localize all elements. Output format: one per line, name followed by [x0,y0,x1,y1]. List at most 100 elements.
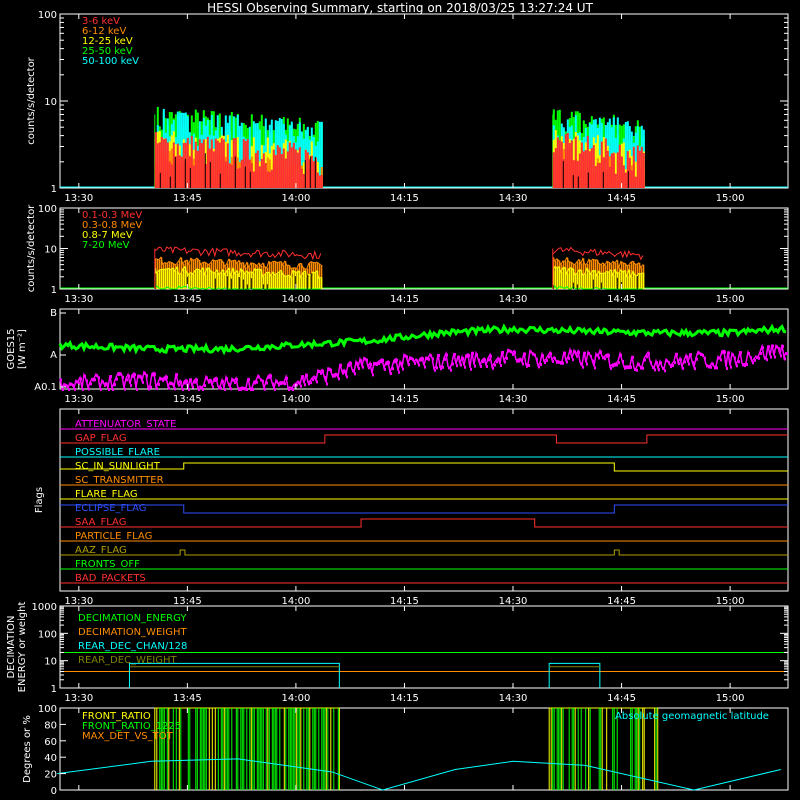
hi-rate-bar [566,257,569,289]
goes-short-pixel [234,380,236,384]
goes-short-pixel [614,363,616,367]
rate-bar-36keV [642,152,645,188]
rate-bar-36keV [218,142,221,188]
hi-rate-bar [170,269,173,289]
goes-short-pixel [618,361,620,365]
hi-rate-bar [588,270,591,289]
hi-rate-bar [554,266,557,289]
hi-rate-bar [176,267,179,289]
legend-entry-hi: 0.8-7 MeV [82,230,133,241]
goes-short-pixel [220,386,222,390]
rate-gap [234,156,236,188]
rate-bar-36keV [180,156,183,188]
legend-entry-lo: 50-100 keV [82,56,139,67]
hi-rate-bar [586,268,589,289]
goes-short-pixel [320,371,322,375]
hi-rate-bar [582,258,585,289]
flag-label: ATTENUATOR_STATE [75,419,176,430]
goes-short-pixel [708,365,710,369]
goes-short-pixel [378,361,380,365]
goes-short-pixel [730,365,732,369]
x-tick-label: 13:45 [173,294,202,305]
goes-short-pixel [726,367,728,371]
goes-short-pixel [244,387,246,391]
rate-bar-50100keV [180,112,183,188]
hi-rate-bar [620,269,623,289]
hi-rate-bar [178,274,181,289]
goes-short-pixel [292,388,294,391]
flag-label: SAA_FLAG [75,517,126,528]
goes-short-pixel [384,367,386,371]
goes-short-pixel [254,381,256,385]
goes-short-pixel [88,387,90,391]
goes-short-pixel [198,388,200,391]
goes-short-pixel [112,388,114,391]
hi-rate-bar [602,273,605,289]
rate-bar-36keV [598,162,601,188]
x-tick-label: 13:30 [64,693,93,704]
goes-short-pixel [256,380,258,384]
hi-rate-line [552,256,644,270]
rate-bar-36keV [580,142,583,188]
rate-bar-50100keV [320,121,323,188]
goes-short-pixel [146,374,148,378]
goes-short-pixel [694,367,696,371]
hi-rate-gap [226,276,228,289]
goes-short-pixel [494,363,496,367]
goes-short-pixel [178,383,180,387]
rate-gap [249,171,251,188]
goes-short-pixel [468,354,470,358]
hi-rate-gap [592,279,594,289]
ratio-block [154,707,340,790]
hi-rate-line [154,285,321,290]
rate-bar-36keV [624,172,627,188]
goes-short-pixel [738,360,740,364]
hi-rate-bar [288,275,291,289]
y-axis-label-lo: counts/s/detector [26,56,37,144]
goes-short-pixel [368,366,370,370]
legend-entry-hi: 7-20 MeV [82,240,130,251]
flag-trace [60,549,788,556]
goes-short-pixel [304,383,306,387]
rate-bar-36keV [574,136,577,188]
rate-bar-36keV [588,151,591,188]
rate-bar-36keV [194,141,197,188]
rate-bar-36keV [554,148,557,188]
goes-short-pixel [62,388,64,391]
rate-bar-36keV [252,171,255,188]
goes-short-pixel [552,359,554,363]
hi-rate-gap [242,279,244,289]
hi-rate-bar [284,276,287,289]
goes-short-pixel [526,364,528,368]
goes-short-pixel [74,388,76,391]
rate-bar-36keV [288,142,291,188]
goes-short-pixel [628,366,630,370]
goes-short-pixel [466,354,468,358]
goes-short-pixel [566,360,568,364]
x-tick-label: 13:45 [173,193,202,204]
goes-short-pixel [204,384,206,388]
hi-rate-bar [574,274,577,289]
goes-short-pixel [544,361,546,365]
hi-rate-bar [318,278,321,289]
rate-bar-36keV [158,142,161,188]
goes-short-pixel [154,372,156,376]
hi-rate-bar [216,269,219,289]
hi-rate-bar [308,274,311,289]
goes-short-pixel [700,352,702,356]
goes-short-pixel [482,360,484,364]
hi-rate-bar [168,268,171,289]
y-axis-label-decim: DECIMATION [6,615,17,678]
ratio-y-tick-label: 0 [51,786,57,797]
goes-short-pixel [560,361,562,365]
rate-bar-36keV [168,161,171,188]
x-tick-label: 15:00 [716,193,745,204]
goes-short-pixel [440,367,442,371]
hi-rate-bar [558,266,561,289]
goes-short-pixel [168,386,170,390]
goes-short-pixel [288,388,290,391]
goes-short-pixel [464,365,466,369]
rate-bar-36keV [584,150,587,188]
goes-short-pixel [602,356,604,360]
